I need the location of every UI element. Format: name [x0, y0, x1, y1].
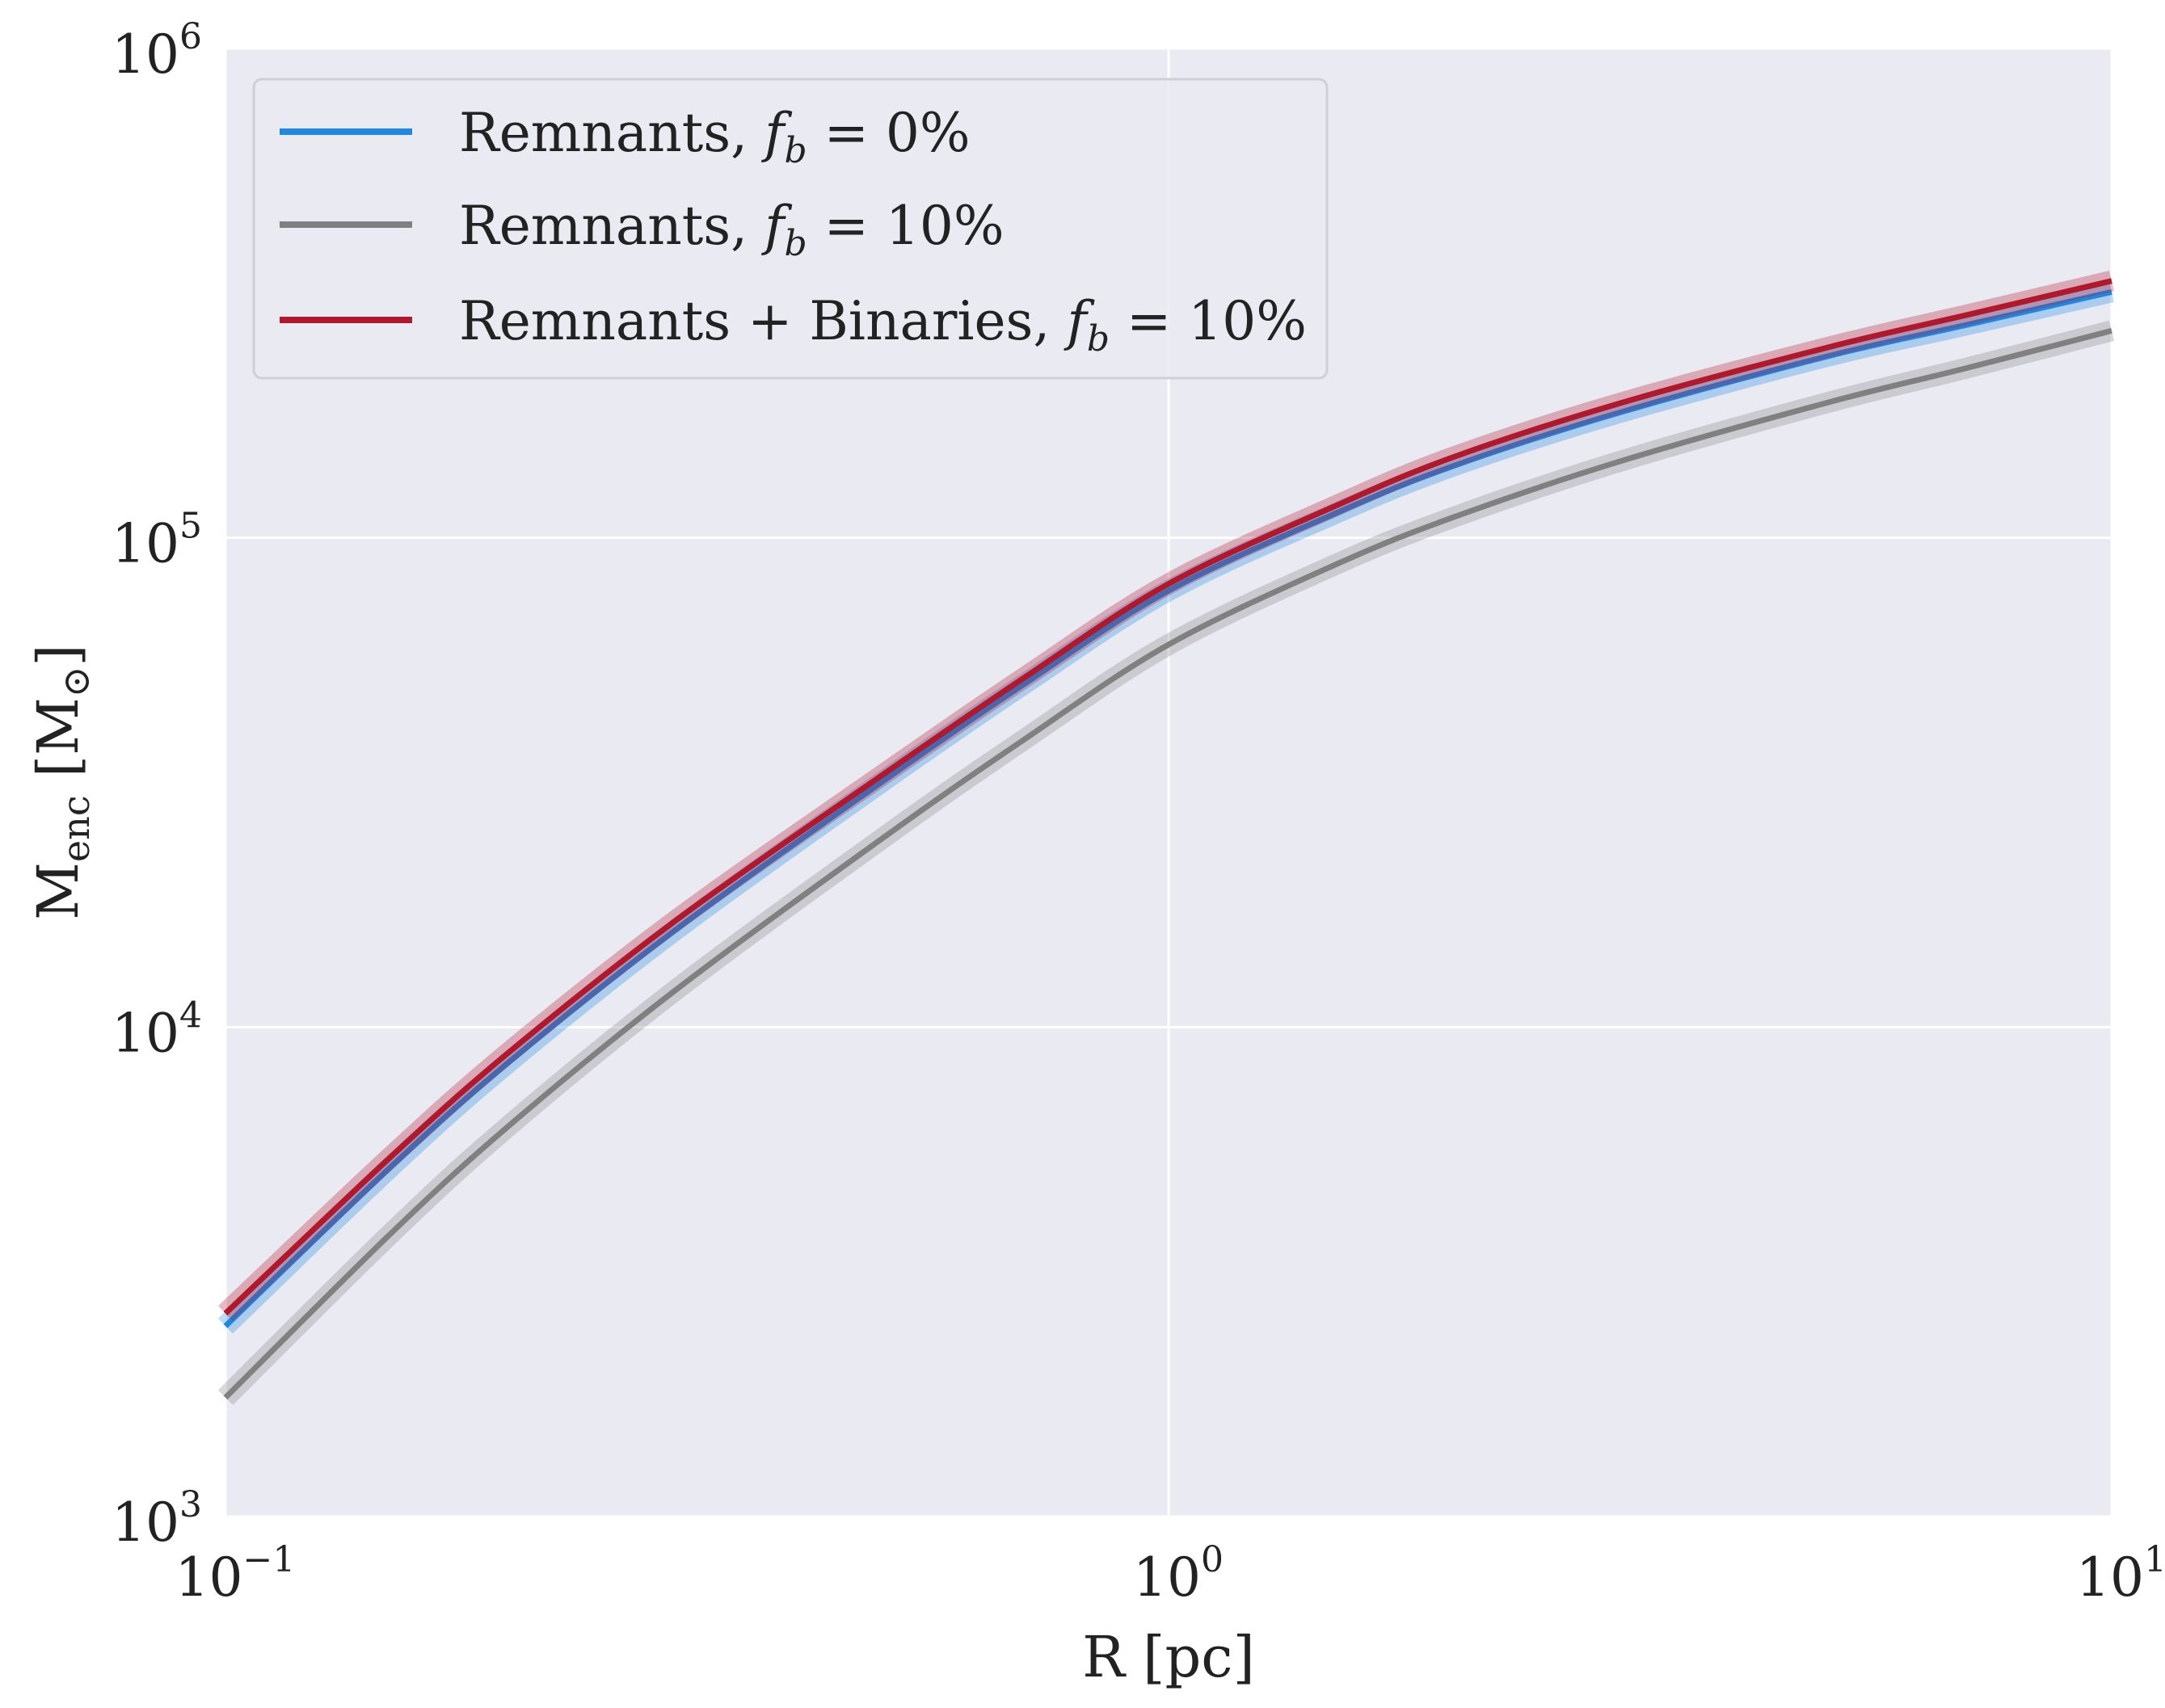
- legend-label-1: Remnants, fb = 10%: [459, 195, 1005, 264]
- x-axis-label: R [pc]: [1082, 1624, 1255, 1690]
- y-tick-label-1: 104: [112, 995, 202, 1064]
- series-line-0: [223, 288, 2112, 1328]
- legend: Remnants, fb = 0% Remnants, fb = 10% Remna…: [252, 78, 1329, 380]
- x-tick-label-1: 100: [1133, 1539, 1224, 1609]
- x-tick-label-2: 101: [2076, 1539, 2165, 1609]
- y-axis-label: Menc [M⊙]: [25, 644, 98, 919]
- series-line-1: [223, 327, 2112, 1400]
- y-tick-label-0: 103: [112, 1484, 202, 1554]
- series-line-2: [223, 278, 2112, 1316]
- svg-text:Menc [M⊙]: Menc [M⊙]: [25, 644, 98, 919]
- x-tick-label-0: 10−1: [175, 1539, 296, 1609]
- y-tick-label-3: 106: [112, 16, 202, 86]
- legend-frame: [252, 78, 1329, 380]
- y-tick-labels: 103 104 105 106: [112, 16, 202, 1554]
- data-lines: [217, 271, 2115, 1406]
- legend-label-2: Remnants + Binaries, fb = 10%: [459, 290, 1307, 360]
- legend-label-0: Remnants, fb = 0%: [459, 102, 971, 171]
- x-tick-labels: 10−1 100 101: [175, 1539, 2165, 1609]
- y-tick-label-2: 105: [112, 506, 202, 575]
